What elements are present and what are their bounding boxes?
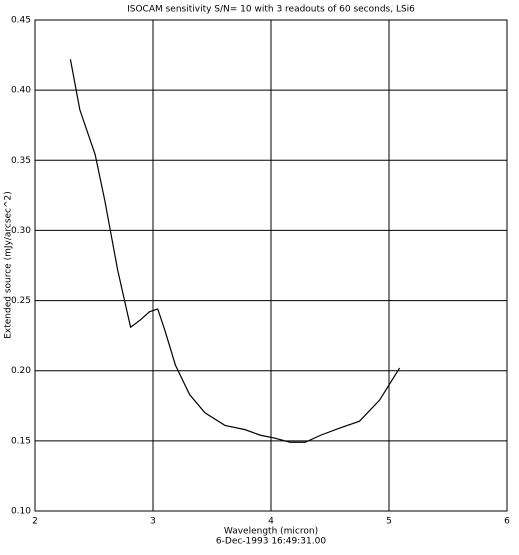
y-tick-label: 0.15 — [11, 436, 31, 446]
x-tick-label: 4 — [268, 517, 274, 527]
data-line — [69, 59, 401, 443]
y-tick-label: 0.30 — [11, 226, 31, 236]
y-tick-label: 0.25 — [11, 296, 31, 306]
footer: 6-Dec-1993 16:49:31.00 — [216, 537, 326, 547]
x-tick-label: 5 — [386, 517, 392, 527]
y-tick-label: 0.10 — [11, 507, 31, 517]
x-tick-label: 2 — [32, 517, 38, 527]
chart-title: ISOCAM sensitivity S/N= 10 with 3 readou… — [127, 5, 415, 15]
y-axis-label: Extended source (mJy/arcsec^2) — [4, 191, 14, 339]
x-axis-label: Wavelength (micron) — [224, 527, 318, 537]
x-tick-label: 3 — [150, 517, 156, 527]
y-tick-label: 0.40 — [11, 86, 31, 96]
x-tick-label: 6 — [504, 517, 510, 527]
y-tick-label: 0.20 — [11, 366, 31, 376]
y-tick-label: 0.35 — [11, 156, 31, 166]
y-tick-label: 0.45 — [11, 16, 31, 26]
